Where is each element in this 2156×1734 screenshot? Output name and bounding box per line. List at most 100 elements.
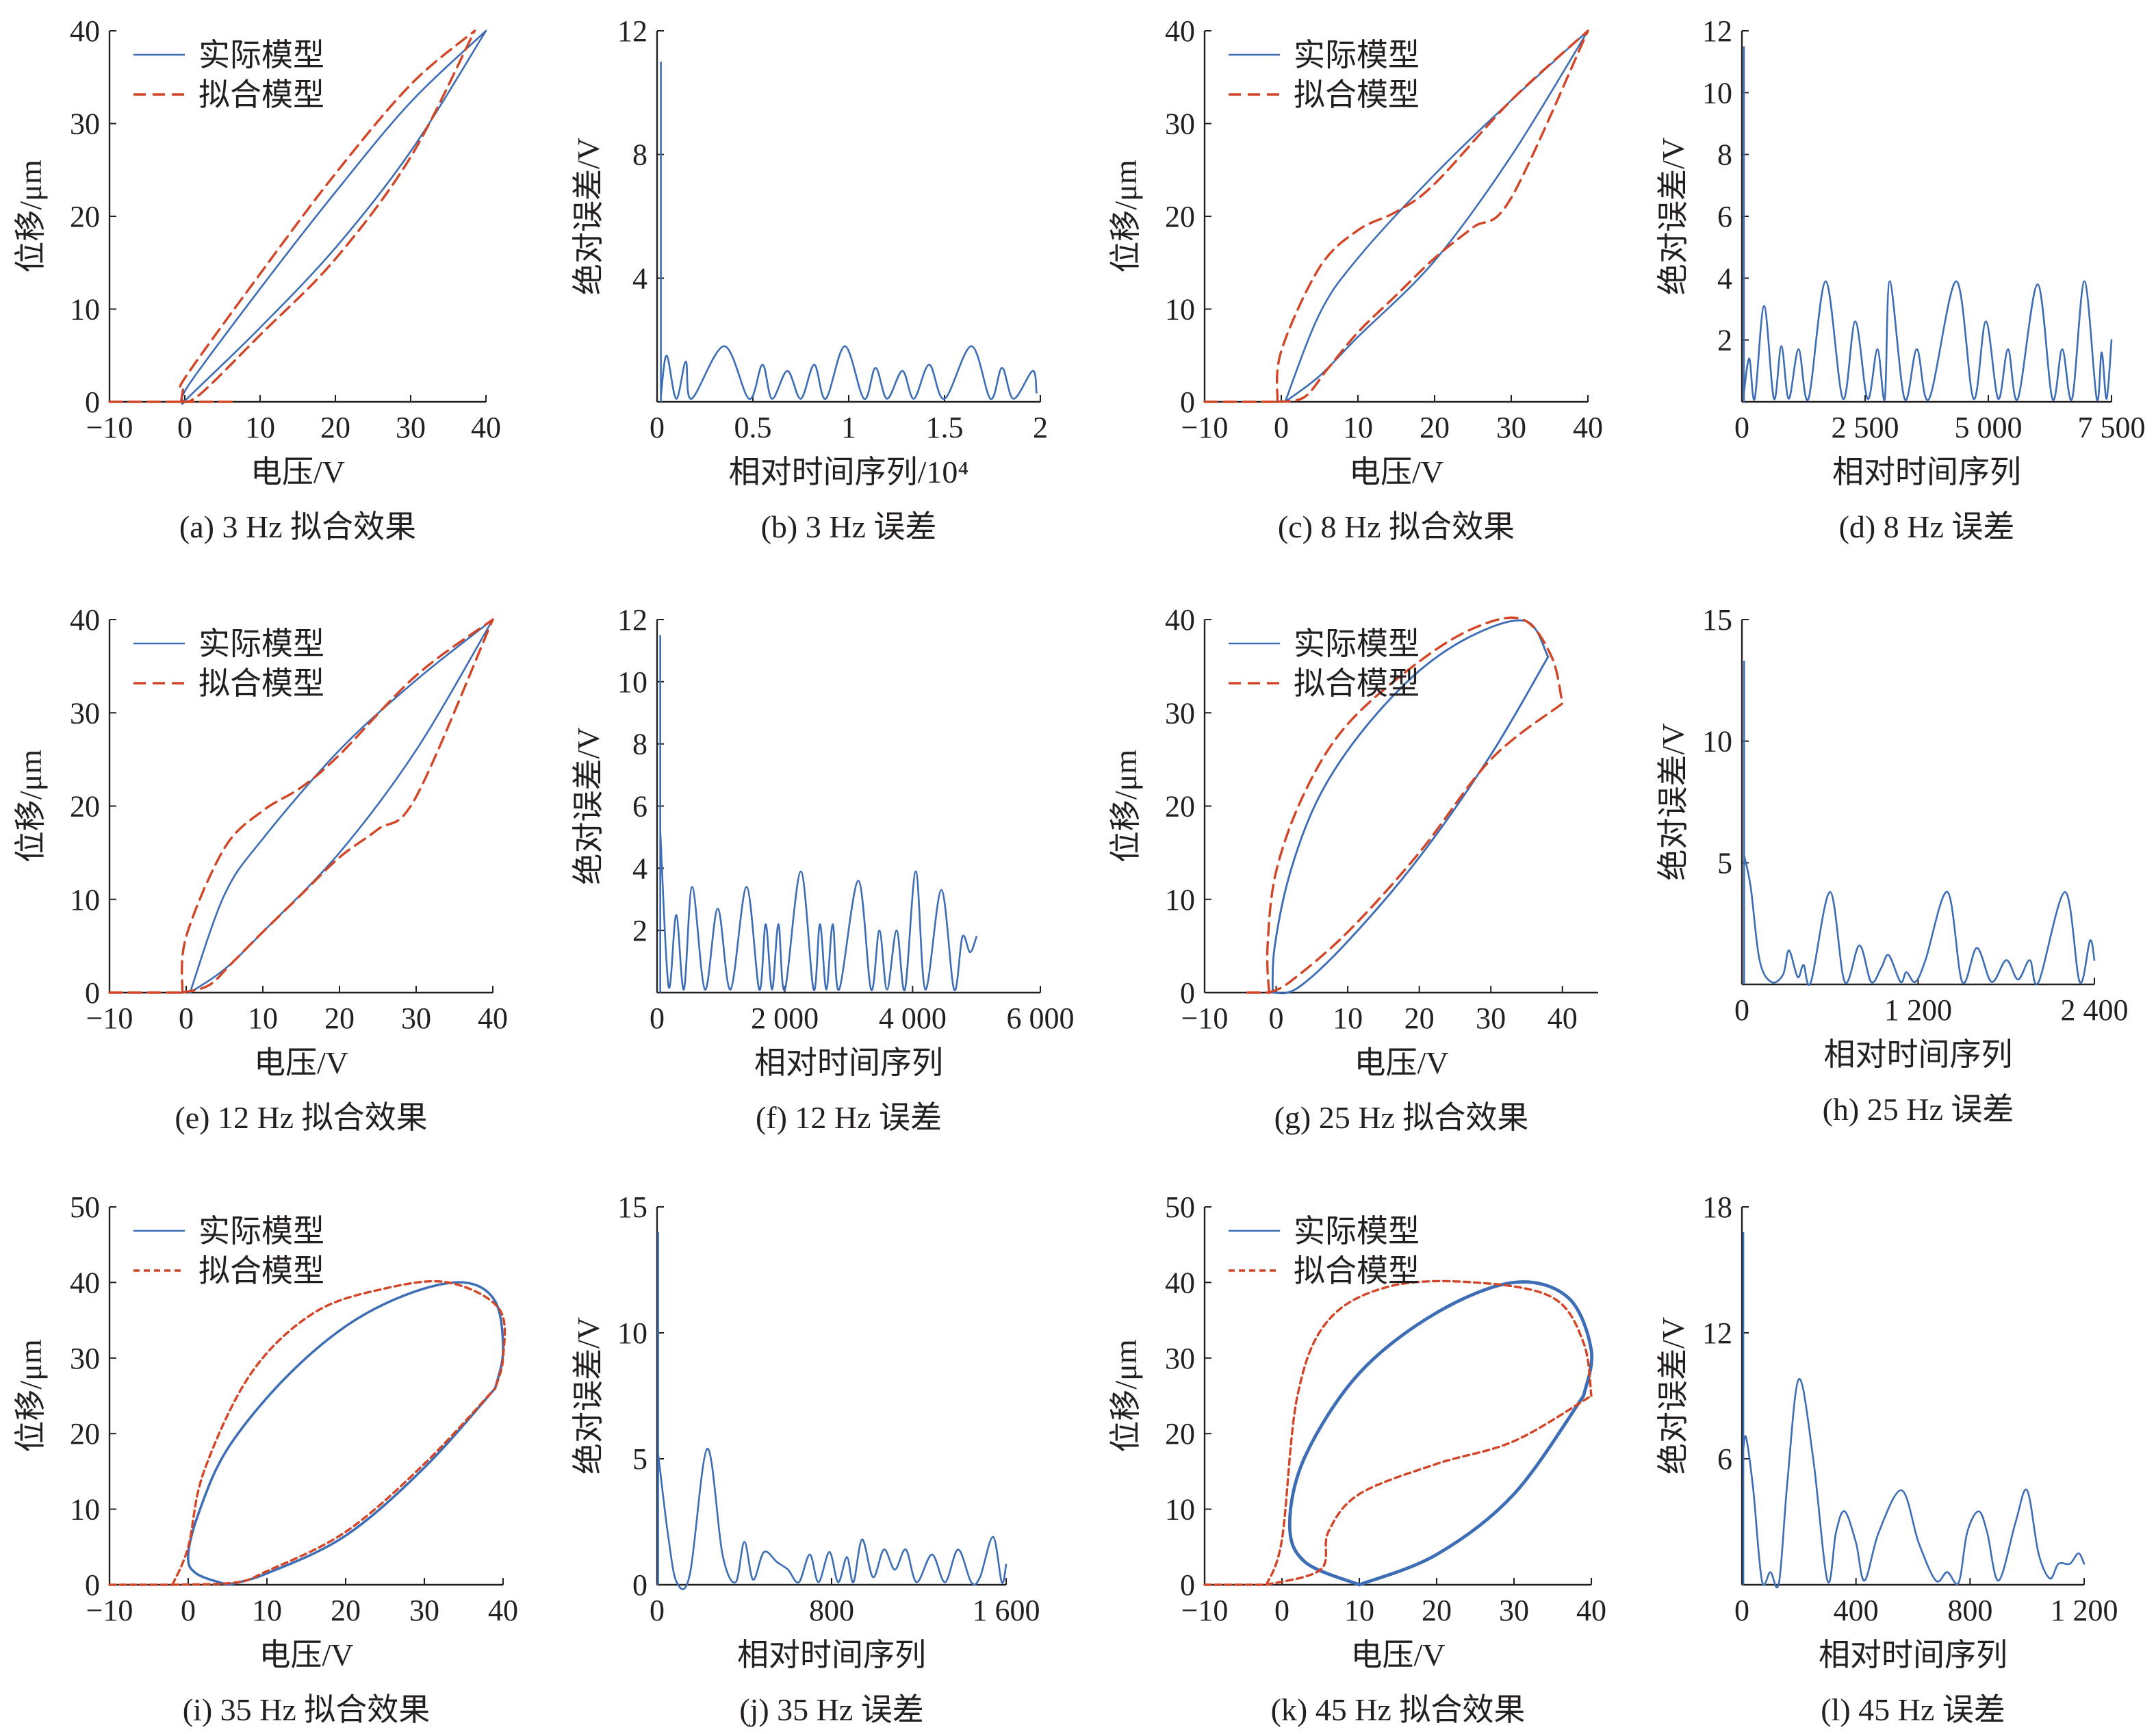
y-axis-label: 位移/μm	[1108, 750, 1143, 863]
y-tick-label: 30	[70, 107, 100, 141]
x-tick-label: −10	[1181, 1002, 1229, 1035]
x-axis-label: 相对时间序列	[754, 1045, 943, 1080]
actual-model-line-lower	[1357, 1394, 1586, 1587]
fitted-model-line-upper	[1266, 616, 1564, 994]
x-tick-label: 0	[650, 411, 665, 444]
x-tick-label: 30	[396, 411, 426, 444]
actual-model-line-upper	[181, 29, 487, 403]
y-tick-label: 8	[632, 138, 647, 172]
x-tick-label: 4 000	[879, 1002, 947, 1035]
fitted-model-line-lower	[171, 1387, 497, 1586]
y-tick-label: 0	[1180, 385, 1195, 419]
x-tick-label: 30	[1476, 1002, 1506, 1035]
x-tick-label: 30	[1496, 411, 1526, 444]
x-tick-label: 20	[320, 411, 350, 444]
fitted-model-line-lower	[181, 618, 494, 994]
legend-label: 拟合模型	[198, 77, 324, 112]
x-tick-label: 30	[1499, 1594, 1529, 1627]
y-tick-label: 4	[632, 852, 647, 885]
x-tick-label: 10	[1344, 1594, 1374, 1627]
x-tick-label: 40	[1548, 1002, 1578, 1035]
x-tick-label: 800	[809, 1594, 854, 1627]
actual-model-line-upper	[187, 1281, 504, 1586]
x-axis-label: 相对时间序列/10⁴	[729, 455, 969, 489]
actual-model-line-upper	[189, 618, 494, 994]
y-tick-label: 5	[1717, 846, 1732, 880]
fitted-model-line-upper	[180, 618, 494, 994]
y-tick-label: 6	[1717, 1442, 1732, 1476]
x-axis-label: 电压/V	[251, 455, 345, 489]
y-tick-label: 40	[1165, 14, 1195, 48]
x-tick-label: −10	[86, 1594, 133, 1627]
x-tick-label: 10	[1343, 411, 1373, 444]
x-tick-label: 0	[1734, 993, 1749, 1027]
legend-label: 拟合模型	[198, 1253, 324, 1288]
y-tick-label: 6	[1717, 200, 1732, 233]
y-tick-label: 20	[70, 790, 100, 824]
y-tick-label: 30	[1165, 1342, 1195, 1375]
actual-model-line-lower	[1284, 29, 1589, 403]
legend-label: 实际模型	[1294, 626, 1420, 661]
y-tick-label: 2	[632, 914, 647, 947]
y-tick-label: 0	[85, 385, 100, 419]
chart-caption: (f) 12 Hz 误差	[756, 1100, 942, 1135]
y-tick-label: 20	[70, 1417, 100, 1451]
x-axis-label: 电压/V	[259, 1637, 354, 1672]
y-tick-label: 6	[632, 790, 647, 824]
chart-caption: (g) 25 Hz 拟合效果	[1274, 1100, 1529, 1135]
y-tick-label: 50	[1165, 1190, 1195, 1224]
chart-caption: (i) 35 Hz 拟合效果	[183, 1692, 431, 1727]
x-tick-label: −10	[86, 411, 133, 444]
error-line	[1743, 854, 2096, 986]
y-tick-label: 40	[70, 14, 100, 48]
x-tick-label: 1.5	[926, 411, 964, 444]
chart-j: 0 800 1 600 0 5 10 15 相对时间序列 绝对误差/V (j) 35 Hz 误差	[571, 1190, 1040, 1727]
x-axis-label: 相对时间序列	[1824, 1037, 2013, 1072]
y-tick-label: 10	[1702, 76, 1732, 110]
x-tick-label: 0	[1274, 411, 1289, 444]
y-tick-label: 10	[70, 1493, 100, 1527]
legend-label: 实际模型	[1294, 38, 1420, 73]
legend-label: 实际模型	[198, 38, 324, 73]
x-tick-label: 2 500	[1832, 411, 1899, 444]
chart-caption: (c) 8 Hz 拟合效果	[1278, 509, 1515, 544]
y-tick-label: 12	[1702, 1316, 1732, 1350]
y-tick-label: 0	[1180, 1568, 1195, 1602]
y-tick-label: 8	[632, 728, 647, 761]
y-tick-label: 40	[1165, 603, 1195, 637]
x-tick-label: 0	[1734, 1594, 1749, 1627]
y-tick-label: 5	[632, 1442, 647, 1476]
y-tick-label: 10	[1702, 725, 1732, 758]
x-tick-label: 6 000	[1007, 1002, 1075, 1035]
x-tick-label: −10	[86, 1002, 133, 1035]
x-tick-label: 10	[1333, 1002, 1363, 1035]
x-tick-label: 5 000	[1955, 411, 2023, 444]
y-axis-label: 位移/μm	[1108, 160, 1143, 272]
x-tick-label: 800	[1947, 1594, 1992, 1627]
x-tick-label: 20	[331, 1594, 361, 1627]
chart-b: 0 0.5 1 1.5 2 4 8 12 相对时间序列/10⁴ 绝对误差/V (b) 3 Hz 误差	[571, 14, 1048, 544]
x-tick-label: 20	[1420, 411, 1450, 444]
y-tick-label: 40	[1165, 1266, 1195, 1299]
error-line	[1742, 1378, 2086, 1589]
y-tick-label: 0	[1180, 976, 1195, 1010]
x-tick-label: 30	[401, 1002, 431, 1035]
y-axis-label: 位移/μm	[13, 160, 48, 272]
x-tick-label: 2 400	[2061, 993, 2129, 1027]
actual-model-line-lower	[189, 618, 494, 994]
fitted-model-line-lower	[1265, 1394, 1593, 1586]
y-tick-label: 10	[1165, 883, 1195, 917]
y-tick-label: 30	[1165, 696, 1195, 730]
y-tick-label: 30	[1165, 107, 1195, 141]
y-tick-label: 4	[1717, 262, 1732, 295]
x-tick-label: 20	[1404, 1002, 1435, 1035]
y-tick-label: 20	[1165, 1417, 1195, 1451]
chart-caption: (h) 25 Hz 误差	[1823, 1092, 2014, 1127]
y-tick-label: 4	[632, 262, 647, 295]
x-tick-label: 0	[1269, 1002, 1284, 1035]
x-tick-label: 2 000	[751, 1002, 819, 1035]
y-tick-label: 10	[617, 1316, 647, 1350]
